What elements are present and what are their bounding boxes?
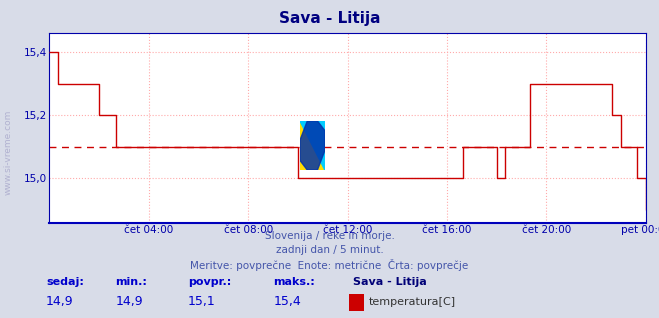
Text: temperatura[C]: temperatura[C] <box>369 297 456 307</box>
Text: min.:: min.: <box>115 277 147 287</box>
Text: Sava - Litija: Sava - Litija <box>353 277 426 287</box>
Text: Sava - Litija: Sava - Litija <box>279 11 380 26</box>
Text: sedaj:: sedaj: <box>46 277 84 287</box>
Text: 15,1: 15,1 <box>188 295 215 308</box>
Text: 14,9: 14,9 <box>115 295 143 308</box>
Polygon shape <box>300 121 325 170</box>
Polygon shape <box>300 121 325 170</box>
Text: 14,9: 14,9 <box>46 295 74 308</box>
Text: Meritve: povprečne  Enote: metrične  Črta: povprečje: Meritve: povprečne Enote: metrične Črta:… <box>190 259 469 271</box>
Polygon shape <box>300 121 325 170</box>
Text: zadnji dan / 5 minut.: zadnji dan / 5 minut. <box>275 245 384 255</box>
Text: povpr.:: povpr.: <box>188 277 231 287</box>
Text: maks.:: maks.: <box>273 277 315 287</box>
Text: 15,4: 15,4 <box>273 295 301 308</box>
Text: www.si-vreme.com: www.si-vreme.com <box>4 110 13 195</box>
Text: Slovenija / reke in morje.: Slovenija / reke in morje. <box>264 231 395 240</box>
